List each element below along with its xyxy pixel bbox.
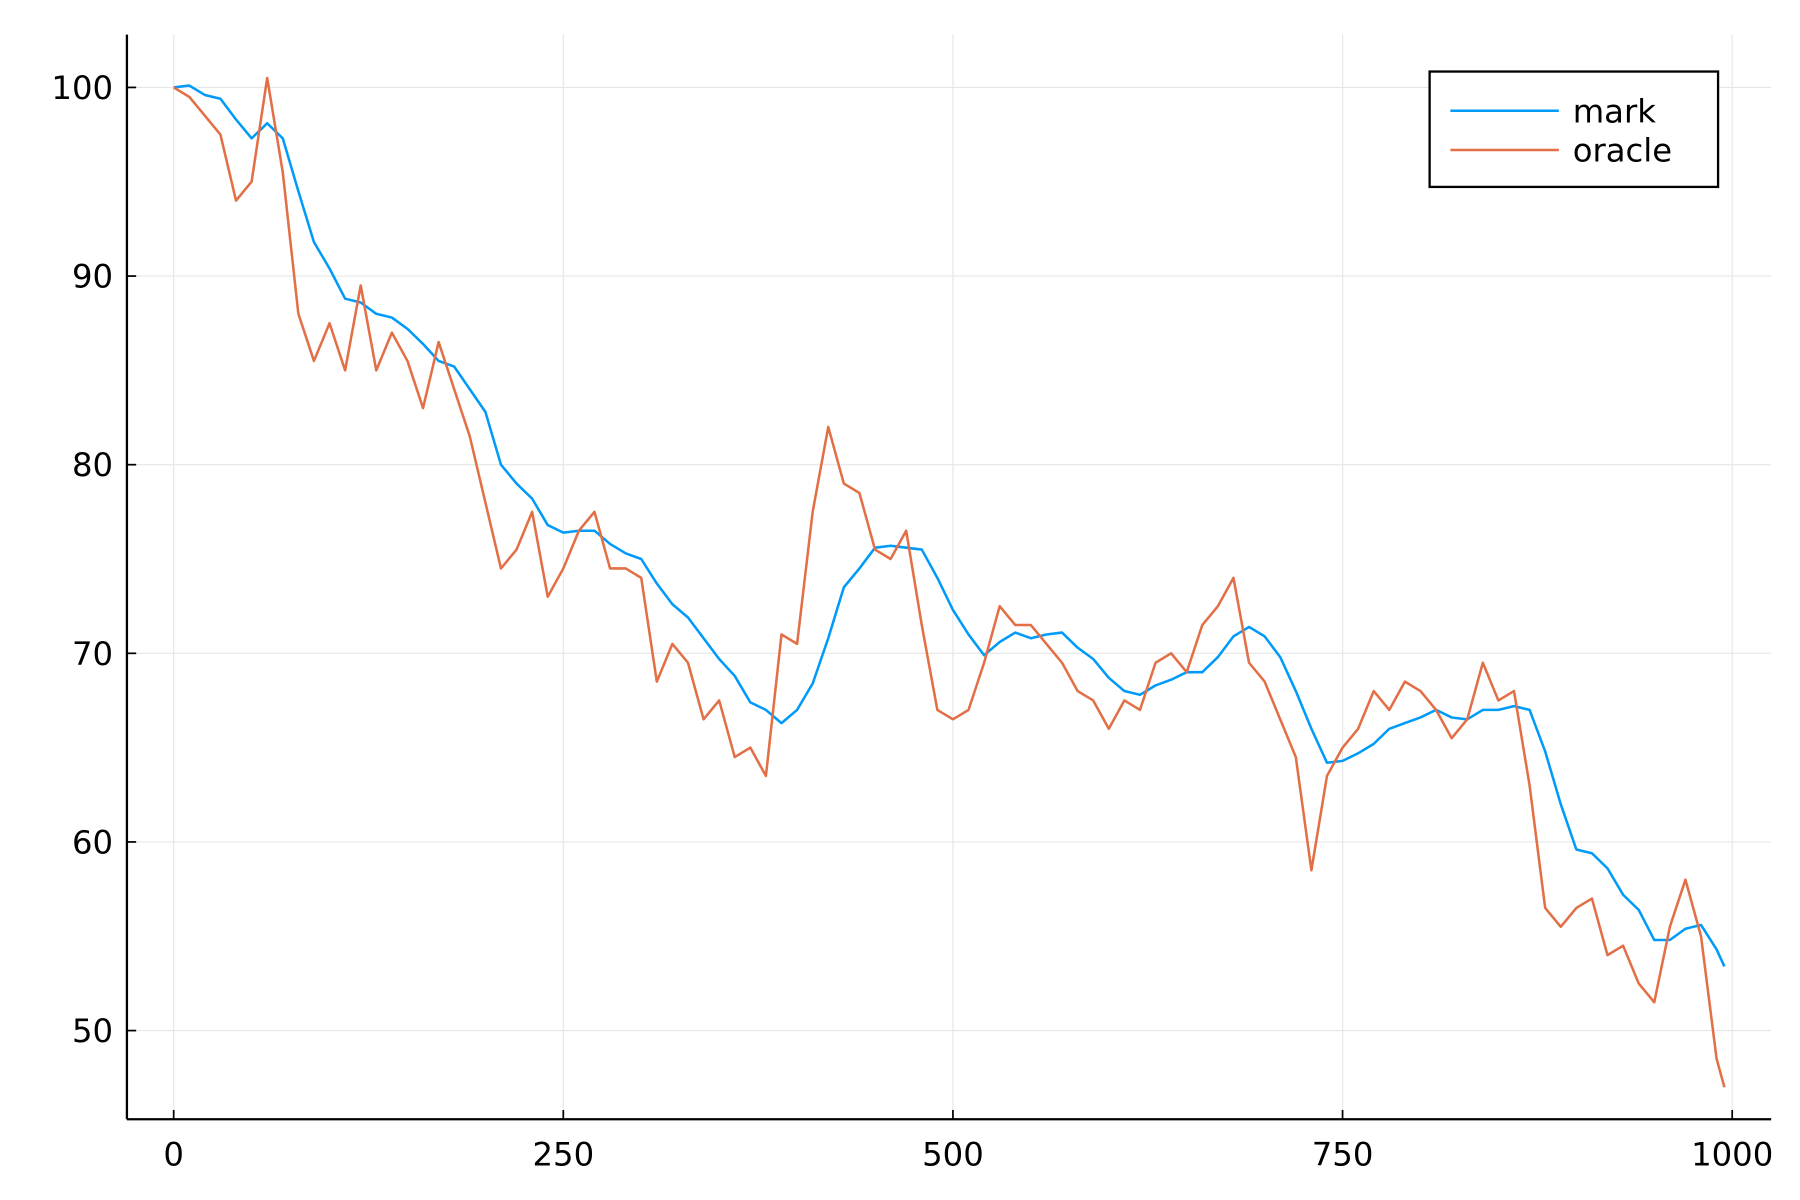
x-tick-label: 250 xyxy=(532,1135,594,1173)
y-tick-label: 70 xyxy=(72,635,113,673)
line-series xyxy=(173,76,1726,1088)
x-tick-label: 1000 xyxy=(1691,1135,1773,1173)
y-tick-label: 50 xyxy=(72,1012,113,1050)
y-tick-label: 80 xyxy=(72,446,113,484)
y-tick-label: 60 xyxy=(72,823,113,861)
legend-label: oracle xyxy=(1573,132,1672,170)
legend-box xyxy=(1428,70,1720,189)
y-tick-label: 100 xyxy=(51,69,113,107)
x-tick-label: 0 xyxy=(163,1135,184,1173)
x-tick-label: 500 xyxy=(922,1135,984,1173)
line-series xyxy=(173,84,1726,967)
legend-label: mark xyxy=(1573,92,1657,130)
x-tick-label: 750 xyxy=(1312,1135,1374,1173)
y-tick-label: 90 xyxy=(72,258,113,296)
